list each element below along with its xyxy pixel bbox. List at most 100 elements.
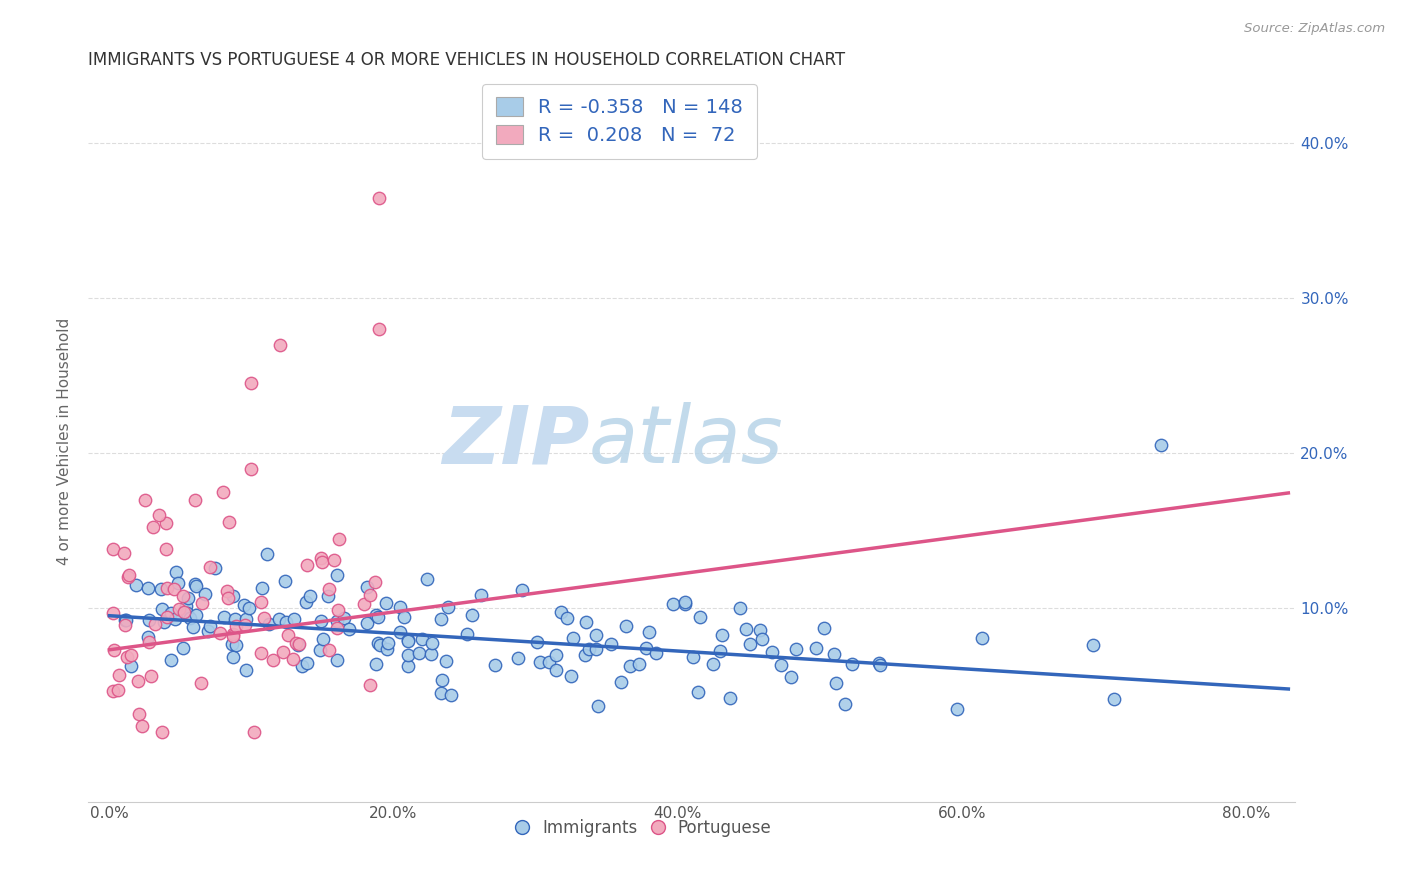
Immigrants bbox=[377, 636, 399, 650]
Immigrants bbox=[823, 647, 845, 661]
Immigrants bbox=[561, 631, 583, 645]
Immigrants bbox=[138, 613, 160, 627]
Portuguese bbox=[221, 627, 243, 641]
Portuguese bbox=[172, 590, 194, 604]
Portuguese bbox=[311, 555, 333, 569]
Immigrants bbox=[1102, 692, 1125, 706]
Immigrants bbox=[673, 595, 696, 609]
Immigrants bbox=[537, 655, 560, 669]
Immigrants bbox=[194, 587, 217, 601]
Portuguese bbox=[262, 653, 284, 667]
Immigrants bbox=[718, 690, 741, 705]
Immigrants bbox=[770, 657, 793, 672]
Portuguese bbox=[138, 635, 160, 649]
Portuguese bbox=[142, 519, 165, 533]
Immigrants bbox=[184, 576, 207, 591]
Portuguese bbox=[134, 492, 156, 507]
Immigrants bbox=[578, 641, 600, 656]
Immigrants bbox=[295, 595, 318, 609]
Immigrants bbox=[614, 619, 637, 633]
Immigrants bbox=[274, 574, 297, 589]
Immigrants bbox=[298, 589, 321, 603]
Immigrants bbox=[825, 676, 848, 690]
Immigrants bbox=[506, 650, 529, 665]
Portuguese bbox=[287, 637, 309, 651]
Portuguese bbox=[169, 602, 191, 616]
Immigrants bbox=[868, 656, 890, 670]
Portuguese bbox=[318, 643, 340, 657]
Immigrants bbox=[645, 646, 668, 660]
Immigrants bbox=[136, 630, 159, 644]
Portuguese bbox=[101, 684, 124, 698]
Portuguese bbox=[285, 636, 308, 650]
Immigrants bbox=[555, 611, 578, 625]
Immigrants bbox=[308, 643, 330, 657]
Portuguese bbox=[225, 619, 247, 633]
Portuguese bbox=[249, 595, 271, 609]
Portuguese bbox=[127, 674, 149, 689]
Portuguese bbox=[118, 568, 141, 582]
Immigrants bbox=[287, 638, 309, 652]
Portuguese bbox=[101, 606, 124, 620]
Immigrants bbox=[356, 580, 378, 594]
Portuguese bbox=[322, 552, 344, 566]
Immigrants bbox=[636, 641, 658, 656]
Immigrants bbox=[366, 608, 388, 623]
Immigrants bbox=[136, 581, 159, 595]
Portuguese bbox=[198, 560, 221, 574]
Text: Source: ZipAtlas.com: Source: ZipAtlas.com bbox=[1244, 22, 1385, 36]
Immigrants bbox=[224, 612, 246, 626]
Immigrants bbox=[586, 698, 609, 713]
Immigrants bbox=[198, 619, 221, 633]
Immigrants bbox=[366, 657, 388, 671]
Immigrants bbox=[804, 640, 827, 655]
Portuguese bbox=[359, 678, 381, 692]
Portuguese bbox=[353, 598, 375, 612]
Immigrants bbox=[325, 614, 347, 628]
Portuguese bbox=[143, 617, 166, 632]
Immigrants bbox=[946, 702, 969, 716]
Immigrants bbox=[416, 573, 439, 587]
Immigrants bbox=[686, 685, 709, 699]
Immigrants bbox=[728, 601, 751, 615]
Immigrants bbox=[432, 673, 454, 687]
Immigrants bbox=[544, 663, 567, 677]
Immigrants bbox=[235, 612, 257, 626]
Portuguese bbox=[368, 322, 391, 336]
Portuguese bbox=[217, 584, 239, 599]
Immigrants bbox=[682, 650, 704, 665]
Immigrants bbox=[309, 614, 332, 628]
Text: ZIP: ZIP bbox=[441, 402, 589, 481]
Immigrants bbox=[114, 613, 136, 627]
Immigrants bbox=[283, 612, 305, 626]
Immigrants bbox=[256, 547, 278, 561]
Immigrants bbox=[184, 579, 207, 593]
Immigrants bbox=[575, 615, 598, 630]
Portuguese bbox=[326, 621, 349, 635]
Y-axis label: 4 or more Vehicles in Household: 4 or more Vehicles in Household bbox=[58, 318, 72, 566]
Portuguese bbox=[243, 724, 266, 739]
Portuguese bbox=[309, 550, 332, 565]
Immigrants bbox=[396, 659, 419, 673]
Immigrants bbox=[430, 612, 453, 626]
Immigrants bbox=[204, 561, 226, 575]
Portuguese bbox=[150, 724, 173, 739]
Immigrants bbox=[232, 598, 254, 612]
Immigrants bbox=[368, 638, 391, 652]
Portuguese bbox=[191, 596, 214, 610]
Immigrants bbox=[394, 610, 416, 624]
Immigrants bbox=[420, 636, 443, 650]
Portuguese bbox=[114, 618, 136, 632]
Immigrants bbox=[834, 697, 856, 711]
Immigrants bbox=[761, 645, 783, 659]
Portuguese bbox=[277, 628, 299, 642]
Immigrants bbox=[689, 610, 711, 624]
Portuguese bbox=[155, 542, 177, 557]
Portuguese bbox=[128, 706, 150, 721]
Immigrants bbox=[388, 625, 411, 640]
Portuguese bbox=[364, 574, 387, 589]
Immigrants bbox=[585, 627, 607, 641]
Immigrants bbox=[326, 652, 349, 666]
Immigrants bbox=[749, 623, 772, 637]
Immigrants bbox=[274, 615, 297, 629]
